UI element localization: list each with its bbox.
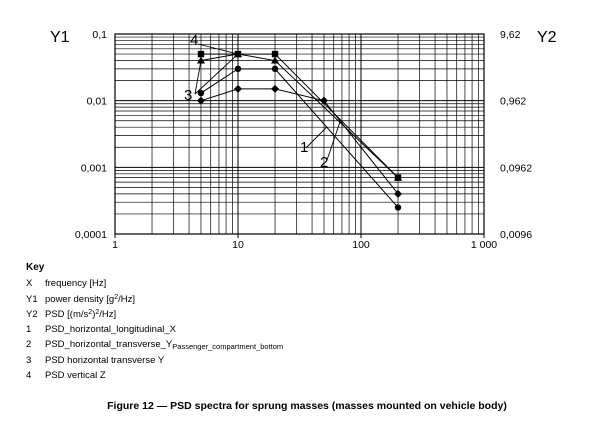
- leader-line-4: [197, 43, 239, 55]
- x-tick-label: 10: [232, 239, 244, 251]
- curve-label-2: 2: [320, 154, 328, 171]
- curve-label-4: 4: [190, 32, 198, 49]
- series-line-4: [200, 53, 399, 179]
- key-item-3: 3 PSD horizontal transverse Y: [26, 353, 283, 368]
- key-text: PSD horizontal transverse Y: [45, 354, 165, 366]
- marker-diamond: [196, 96, 205, 105]
- key-text: PSD_horizontal_transverse_YPassenger_com…: [45, 339, 284, 352]
- marker-diamond: [234, 84, 242, 93]
- x-tick-label: 1 000: [471, 239, 497, 251]
- plot-frame: [114, 33, 485, 235]
- key-title: Key: [26, 262, 45, 273]
- leader-line-2: [326, 121, 341, 161]
- tick-labels: 1 10 100 1 000 0,0001 0,0096 0,001 0,0962 0,01 0,…: [75, 29, 532, 251]
- marker-circle: [234, 65, 242, 73]
- y1-tick-label: 0,1: [92, 29, 107, 41]
- key-item-1: 1 PSD_horizontal_longitudinal_X: [26, 322, 283, 337]
- y2-tick-label: 0,962: [500, 96, 526, 108]
- chart-grid: [114, 34, 485, 238]
- marker-square: [197, 50, 205, 58]
- leader-line-1: [305, 126, 328, 149]
- marker-square: [394, 174, 402, 181]
- x-tick-label: 1: [112, 239, 118, 251]
- marker-triangle: [196, 56, 205, 64]
- key-symbol: Y1: [26, 293, 38, 305]
- key-legend: Key X frequency [Hz] Y1 power density [g…: [26, 260, 283, 383]
- key-symbol: 1: [26, 324, 32, 336]
- y2-tick-label: 0,0096: [500, 229, 532, 241]
- key-text: power density [g2/Hz]: [45, 293, 135, 305]
- key-symbol: 3: [26, 354, 32, 366]
- y2-tick-label: 9,62: [500, 29, 521, 41]
- y2-tick-label: 0,0962: [500, 162, 532, 174]
- figure-caption: Figure 12 — PSD spectra for sprung masse…: [107, 400, 507, 412]
- y1-tick-label: 0,0001: [75, 229, 107, 241]
- y1-tick-label: 0,001: [81, 162, 107, 174]
- series-line-1: [200, 68, 399, 208]
- marker-circle: [394, 204, 402, 211]
- series-line-3: [200, 53, 399, 179]
- marker-diamond: [271, 84, 280, 93]
- series-markers: [196, 50, 403, 211]
- key-symbol: 4: [26, 370, 32, 382]
- series-lines: [200, 53, 399, 208]
- key-item-4: 4 PSD vertical Z: [26, 368, 283, 383]
- curve-labels: 12 3 4: [184, 32, 328, 171]
- x-tick-label: 100: [352, 239, 370, 251]
- leader-line-3b: [194, 53, 239, 95]
- key-symbol: X: [26, 278, 33, 290]
- marker-circle: [271, 65, 279, 73]
- y2-axis-label: Y2: [537, 29, 557, 46]
- leader-line-3: [194, 60, 202, 95]
- key-item-y2: Y2 PSD [(m/s2)2/Hz]: [26, 307, 283, 322]
- key-item-y1: Y1 power density [g2/Hz]: [26, 292, 283, 307]
- key-text: PSD_horizontal_longitudinal_X: [45, 324, 176, 336]
- key-item-2: 2 PSD_horizontal_transverse_YPassenger_c…: [26, 337, 283, 352]
- marker-diamond: [319, 96, 328, 105]
- key-text: frequency [Hz]: [45, 278, 107, 290]
- psd-chart: 1 10 100 1 000 0,0001 0,0096 0,001 0,0962 0,01 0,…: [50, 29, 557, 251]
- key-symbol: Y2: [26, 308, 38, 320]
- curve-label-1: 1: [300, 139, 308, 156]
- y1-axis-label: Y1: [50, 29, 70, 46]
- key-symbol: 2: [26, 339, 32, 351]
- marker-square: [271, 50, 279, 58]
- marker-circle: [197, 89, 205, 97]
- key-item-x: X frequency [Hz]: [26, 276, 283, 291]
- key-text: PSD vertical Z: [45, 370, 106, 382]
- curve-label-leaders: [194, 43, 341, 161]
- y1-tick-label: 0,01: [87, 96, 108, 108]
- marker-triangle: [271, 56, 280, 64]
- key-text: PSD [(m/s2)2/Hz]: [45, 308, 117, 320]
- marker-diamond: [394, 189, 403, 198]
- curve-label-3: 3: [184, 87, 192, 104]
